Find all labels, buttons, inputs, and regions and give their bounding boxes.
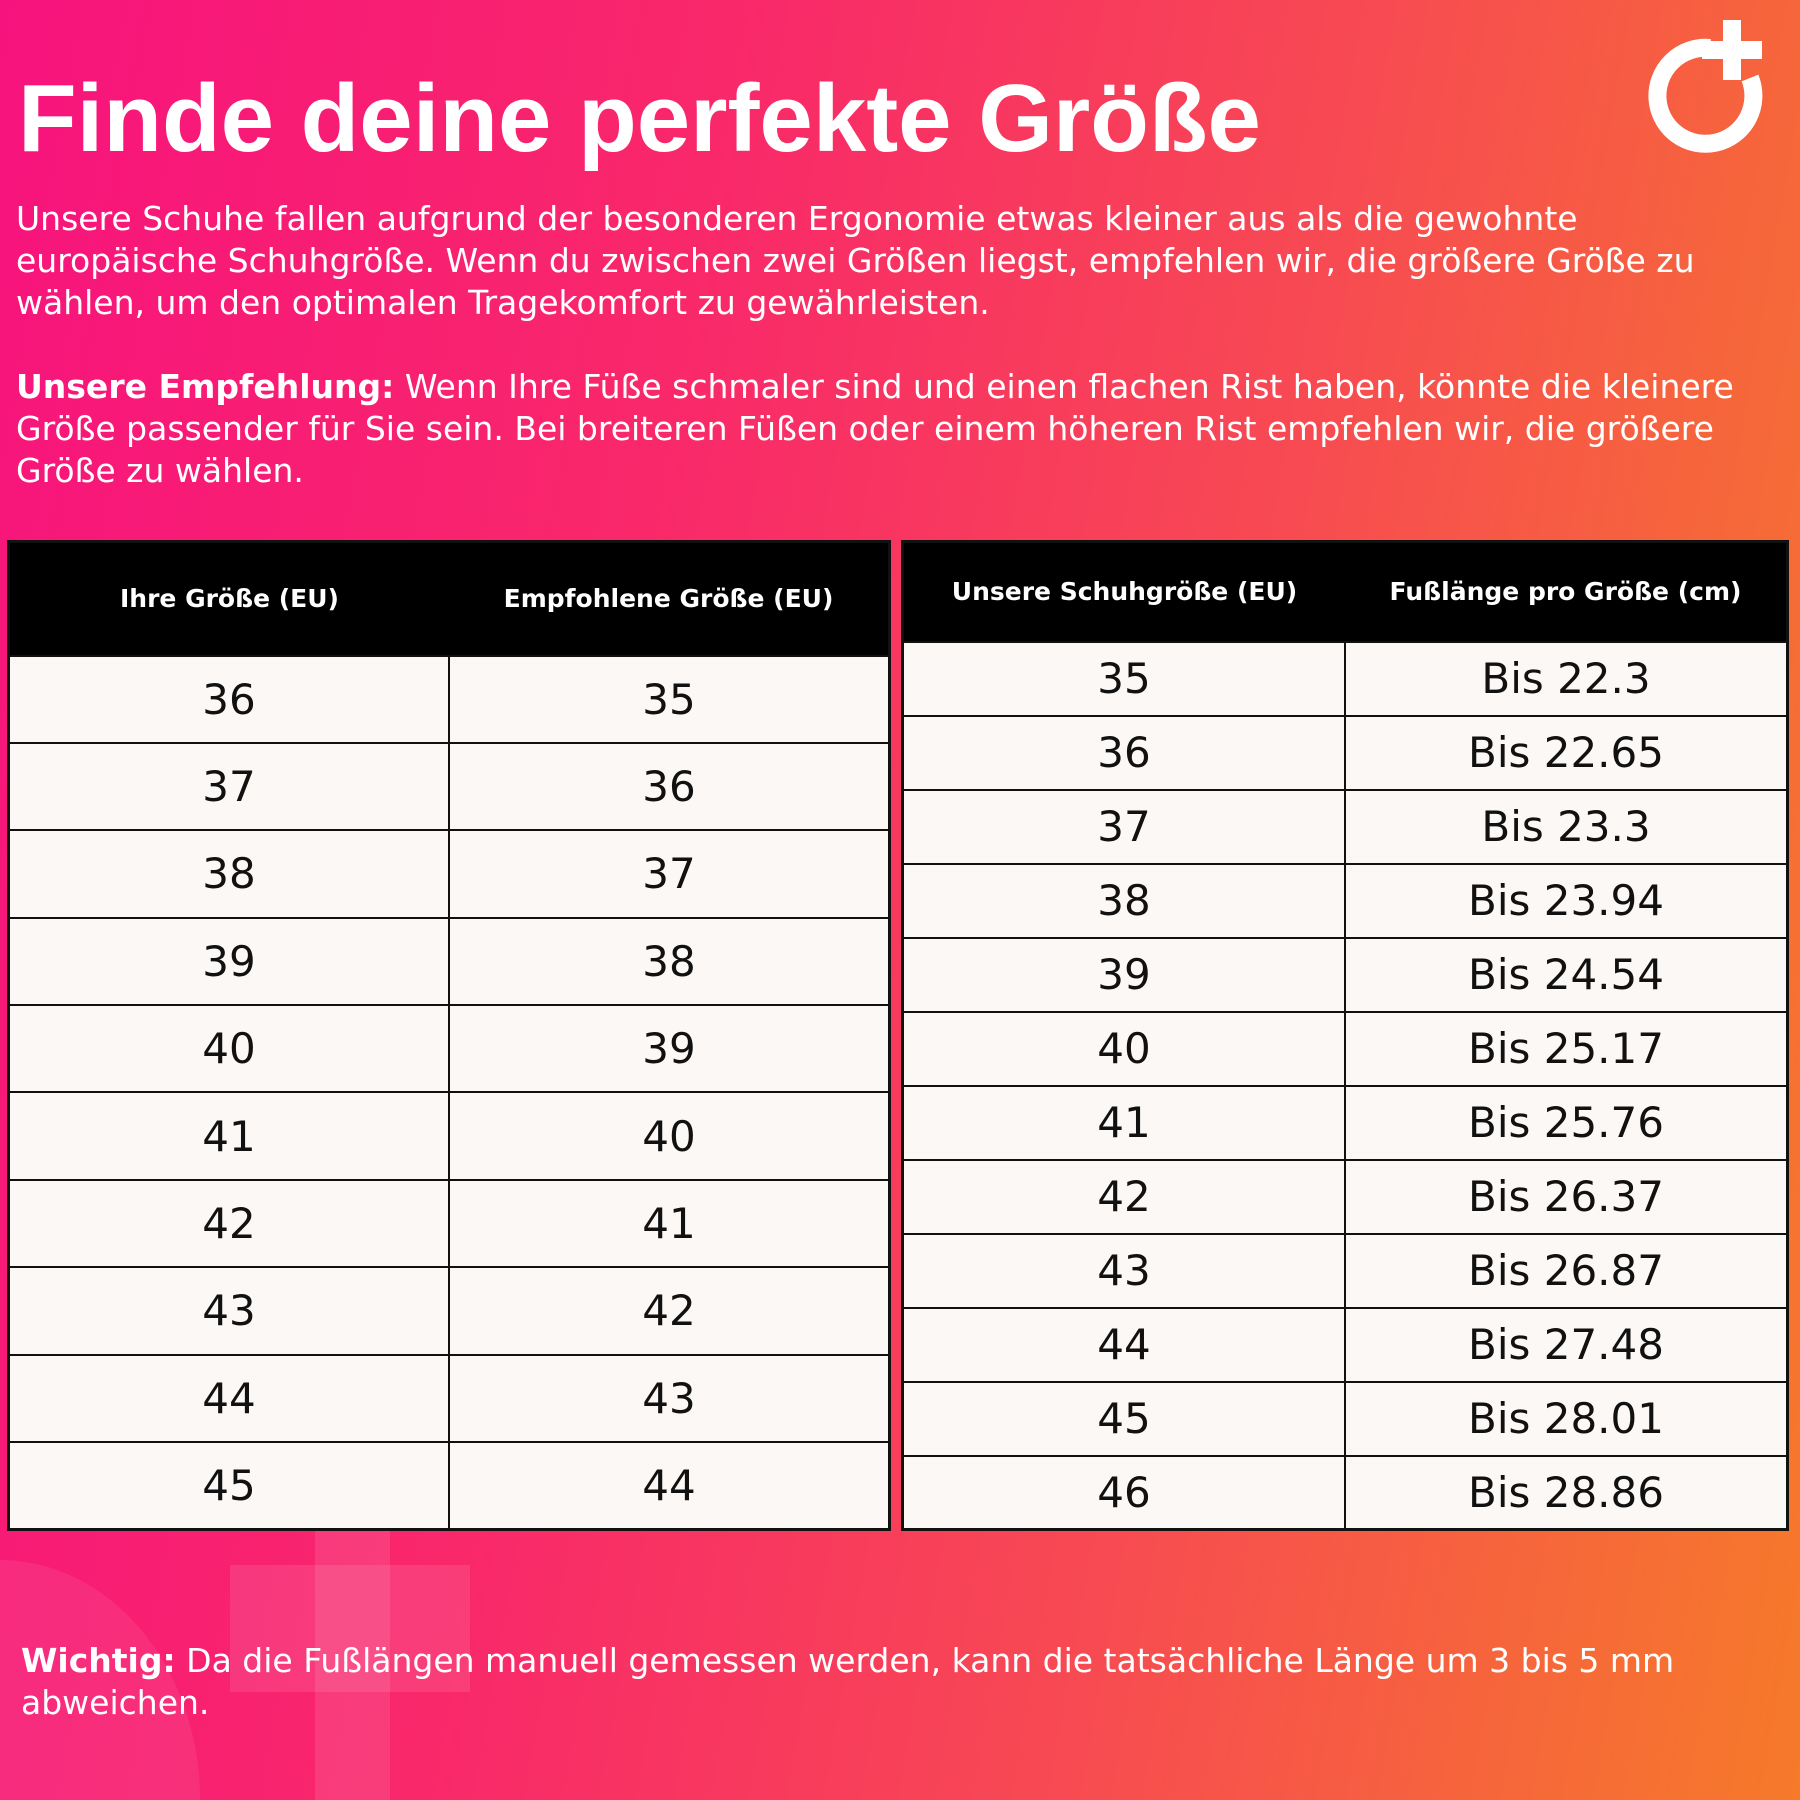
intro-text: Unsere Schuhe fallen aufgrund der besond… (16, 199, 1695, 322)
table-cell: 42 (901, 1158, 1346, 1235)
table-cell: 36 (901, 714, 1346, 791)
table-row: 37 Bis 23.3 (901, 788, 1789, 865)
table-cell: Bis 26.37 (1344, 1158, 1789, 1235)
header-foot-length: Fußlänge pro Größe (cm) (1345, 541, 1788, 642)
table-cell: 44 (901, 1306, 1346, 1383)
table-row: 40 39 (7, 1004, 891, 1094)
table-row: 41 40 (7, 1091, 891, 1181)
table-row: 45 44 (7, 1441, 891, 1531)
foot-length-table: Unsere Schuhgröße (EU) Fußlänge pro Größe… (901, 540, 1789, 1531)
table-row: 36 35 (7, 654, 891, 744)
table-cell: 39 (448, 1004, 891, 1094)
recommendation-label: Unsere Empfehlung: (16, 367, 395, 406)
brand-logo-icon (1648, 20, 1763, 153)
table-cell: Bis 22.65 (1344, 714, 1789, 791)
table-cell: 40 (448, 1091, 891, 1181)
table-row: 45 Bis 28.01 (901, 1380, 1789, 1457)
table-row: 38 37 (7, 829, 891, 919)
table-row: 39 38 (7, 916, 891, 1007)
table-cell: 41 (7, 1091, 450, 1181)
table-cell: 43 (7, 1266, 450, 1356)
table-cell: 45 (901, 1380, 1346, 1457)
table-cell: 36 (7, 654, 450, 744)
table-row: 40 Bis 25.17 (901, 1010, 1789, 1087)
table-cell: Bis 24.54 (1344, 936, 1789, 1013)
table-cell: 40 (901, 1010, 1346, 1087)
table-cell: 45 (7, 1441, 450, 1531)
table-cell: 37 (901, 788, 1346, 865)
table-cell: 43 (448, 1353, 891, 1444)
table-row: 42 Bis 26.37 (901, 1158, 1789, 1235)
table-cell: 37 (7, 741, 450, 832)
recommendation-body: Wenn Ihre Füße schmaler sind und einen f… (16, 367, 1734, 490)
page-title: Finde deine perfekte Größe (18, 65, 1261, 172)
table-row: 35 Bis 22.3 (901, 640, 1789, 717)
note-label: Wichtig: (21, 1641, 176, 1680)
table-cell: Bis 28.86 (1344, 1454, 1789, 1531)
table-row: 44 43 (7, 1353, 891, 1444)
table-row: 37 36 (7, 741, 891, 832)
table-row: 44 Bis 27.48 (901, 1306, 1789, 1383)
header-your-size: Ihre Größe (EU) (8, 541, 449, 656)
watermark-plus-horizontal (230, 1565, 470, 1692)
table-cell: 40 (7, 1004, 450, 1094)
table-cell: 43 (901, 1232, 1346, 1309)
table-row: 46 Bis 28.86 (901, 1454, 1789, 1531)
table-cell: 41 (448, 1178, 891, 1269)
table-cell: 38 (7, 829, 450, 919)
table-cell: 35 (901, 640, 1346, 717)
table-cell: 42 (7, 1178, 450, 1269)
table-cell: Bis 25.76 (1344, 1084, 1789, 1161)
note-body: Da die Fußlängen manuell gemessen werden… (21, 1641, 1675, 1722)
table-row: 39 Bis 24.54 (901, 936, 1789, 1013)
table-row: 43 Bis 26.87 (901, 1232, 1789, 1309)
table-cell: 36 (448, 741, 891, 832)
table-row: 36 Bis 22.65 (901, 714, 1789, 791)
table-cell: 38 (901, 862, 1346, 939)
table-cell: Bis 23.3 (1344, 788, 1789, 865)
table-cell: 39 (7, 916, 450, 1007)
table-cell: 37 (448, 829, 891, 919)
table-row: 43 42 (7, 1266, 891, 1356)
important-note: Wichtig: Da die Fußlängen manuell gemess… (21, 1640, 1781, 1724)
table-cell: Bis 25.17 (1344, 1010, 1789, 1087)
table-cell: Bis 28.01 (1344, 1380, 1789, 1457)
table-cell: 41 (901, 1084, 1346, 1161)
table-cell: 35 (448, 654, 891, 744)
table-row: 41 Bis 25.76 (901, 1084, 1789, 1161)
table-cell: 39 (901, 936, 1346, 1013)
table-row: 38 Bis 23.94 (901, 862, 1789, 939)
table-row: 42 41 (7, 1178, 891, 1269)
table-cell: Bis 22.3 (1344, 640, 1789, 717)
table-cell: 38 (448, 916, 891, 1007)
header-recommended-size: Empfohlene Größe (EU) (449, 541, 890, 656)
table-cell: Bis 27.48 (1344, 1306, 1789, 1383)
watermark-plus-vertical (315, 1530, 390, 1800)
table-cell: 46 (901, 1454, 1346, 1531)
table-cell: Bis 23.94 (1344, 862, 1789, 939)
table-cell: 44 (7, 1353, 450, 1444)
size-conversion-table: Ihre Größe (EU) Empfohlene Größe (EU) 36 3… (7, 540, 891, 1531)
table-cell: 42 (448, 1266, 891, 1356)
table-cell: 44 (448, 1441, 891, 1531)
recommendation-text: Unsere Empfehlung: Wenn Ihre Füße schmal… (16, 366, 1786, 492)
table-cell: Bis 26.87 (1344, 1232, 1789, 1309)
header-our-size: Unsere Schuhgröße (EU) (902, 541, 1345, 642)
